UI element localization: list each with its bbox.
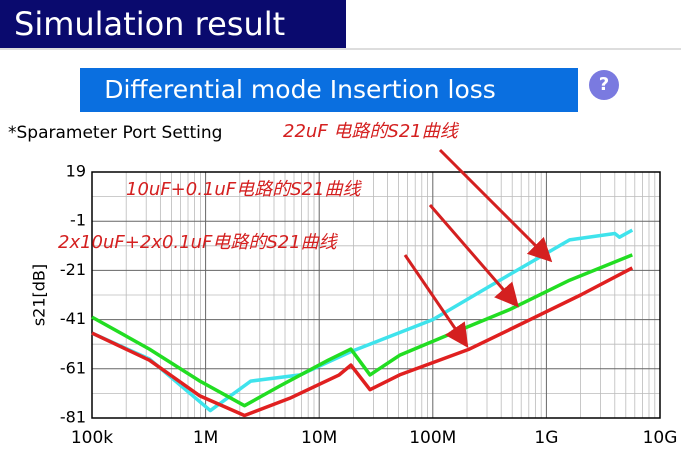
x-tick-label: 100k bbox=[71, 428, 113, 448]
y-tick-label: -41 bbox=[60, 309, 86, 328]
banner-text: Differential mode Insertion loss bbox=[104, 75, 496, 104]
banner bbox=[80, 68, 578, 112]
header-bar bbox=[0, 0, 346, 48]
annotation: 2x10uF+2x0.1uF电路的S21曲线 bbox=[58, 232, 339, 253]
series-line bbox=[91, 228, 634, 413]
x-tick-label: 100M bbox=[409, 428, 456, 448]
x-tick-label: 10M bbox=[301, 428, 337, 448]
plot: 100k 1M 10M 100M 1G 10G 19 -1 -21 -41 -61 -81 bbox=[60, 162, 678, 449]
x-tick-label: 1M bbox=[193, 428, 218, 448]
header-title: Simulation result bbox=[14, 5, 285, 43]
annotation: 10uF+0.1uF电路的S21曲线 bbox=[126, 179, 362, 200]
series-line bbox=[91, 266, 634, 418]
arrow bbox=[438, 148, 553, 263]
y-axis-label: s21[dB] bbox=[30, 264, 49, 326]
x-tick-label: 10G bbox=[643, 428, 678, 448]
arrow bbox=[403, 254, 469, 348]
y-tick-label: 19 bbox=[66, 162, 86, 181]
x-tick-label: 1G bbox=[534, 428, 558, 448]
y-tick-label: -81 bbox=[60, 408, 86, 427]
annotation: 22uF 电路的S21曲线 bbox=[283, 121, 460, 142]
y-tick-label: -61 bbox=[60, 358, 86, 377]
plot-frame bbox=[91, 171, 661, 419]
help-icon[interactable]: ? bbox=[599, 74, 609, 95]
series-line bbox=[91, 253, 633, 408]
arrow bbox=[428, 204, 519, 308]
y-tick-label: -21 bbox=[60, 260, 86, 279]
help-button[interactable] bbox=[589, 70, 619, 100]
y-tick-label: -1 bbox=[70, 211, 86, 230]
subtitle: *Sparameter Port Setting bbox=[8, 123, 222, 143]
